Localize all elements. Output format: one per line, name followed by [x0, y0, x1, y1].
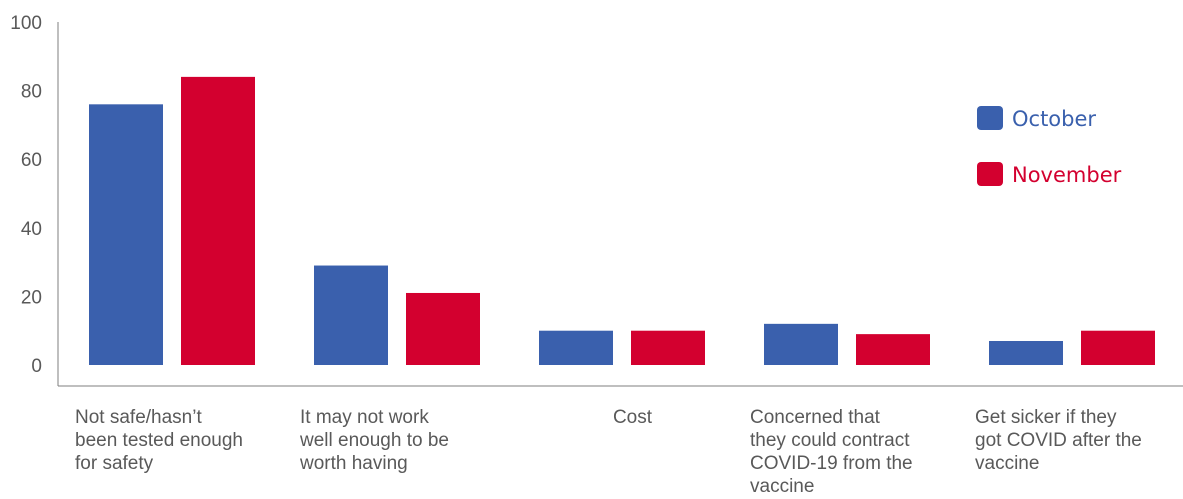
- y-tick-label: 80: [21, 82, 42, 103]
- category-label-line: worth having: [299, 453, 408, 474]
- category-label-line: got COVID after the: [975, 430, 1142, 451]
- category-label-line: vaccine: [975, 453, 1039, 474]
- category-label-line: well enough to be: [299, 430, 449, 451]
- bar-october: [539, 330, 613, 365]
- legend-swatch-october: [977, 106, 1003, 130]
- legend-label-october: October: [1012, 107, 1096, 131]
- category-label-line: Not safe/hasn’t: [75, 407, 202, 428]
- x-axis: Not safe/hasn’t been tested enough for saf…: [58, 385, 1183, 497]
- y-tick-label: 60: [21, 150, 42, 171]
- legend-swatch-november: [977, 162, 1003, 186]
- bar-november: [1081, 330, 1155, 365]
- bars: [89, 76, 1155, 365]
- category-label: Not safe/hasn’t been tested enough for saf…: [75, 407, 243, 474]
- category-label: Concerned that they could contract COVID-1…: [750, 407, 913, 497]
- legend: October November: [977, 106, 1122, 187]
- bar-october: [314, 265, 388, 365]
- category-label-line: been tested enough: [75, 430, 243, 451]
- bar-november: [631, 330, 705, 365]
- bar-october: [89, 104, 163, 365]
- y-tick-label: 100: [10, 13, 42, 34]
- category-label-line: vaccine: [750, 476, 814, 497]
- bar-november: [181, 76, 255, 365]
- category-label-line: Get sicker if they: [975, 407, 1117, 428]
- bar-october: [764, 323, 838, 365]
- category-label-line: they could contract: [750, 430, 910, 451]
- y-tick-label: 40: [21, 219, 42, 240]
- category-label-line: It may not work: [300, 407, 429, 428]
- legend-label-november: November: [1012, 163, 1122, 187]
- category-label: Cost: [613, 407, 653, 428]
- y-tick-label: 20: [21, 287, 42, 308]
- category-label-line: Concerned that: [750, 407, 881, 428]
- category-label: Get sicker if they got COVID after the vac…: [975, 407, 1142, 474]
- bar-november: [856, 334, 930, 365]
- category-label: It may not work well enough to be worth ha…: [299, 407, 449, 474]
- category-label-line: for safety: [75, 453, 154, 474]
- category-label-line: Cost: [613, 407, 653, 428]
- bar-november: [406, 292, 480, 365]
- y-axis: 0 20 40 60 80 100: [10, 13, 59, 386]
- bar-october: [989, 340, 1063, 365]
- y-tick-label: 0: [31, 356, 42, 377]
- category-label-line: COVID-19 from the: [750, 453, 913, 474]
